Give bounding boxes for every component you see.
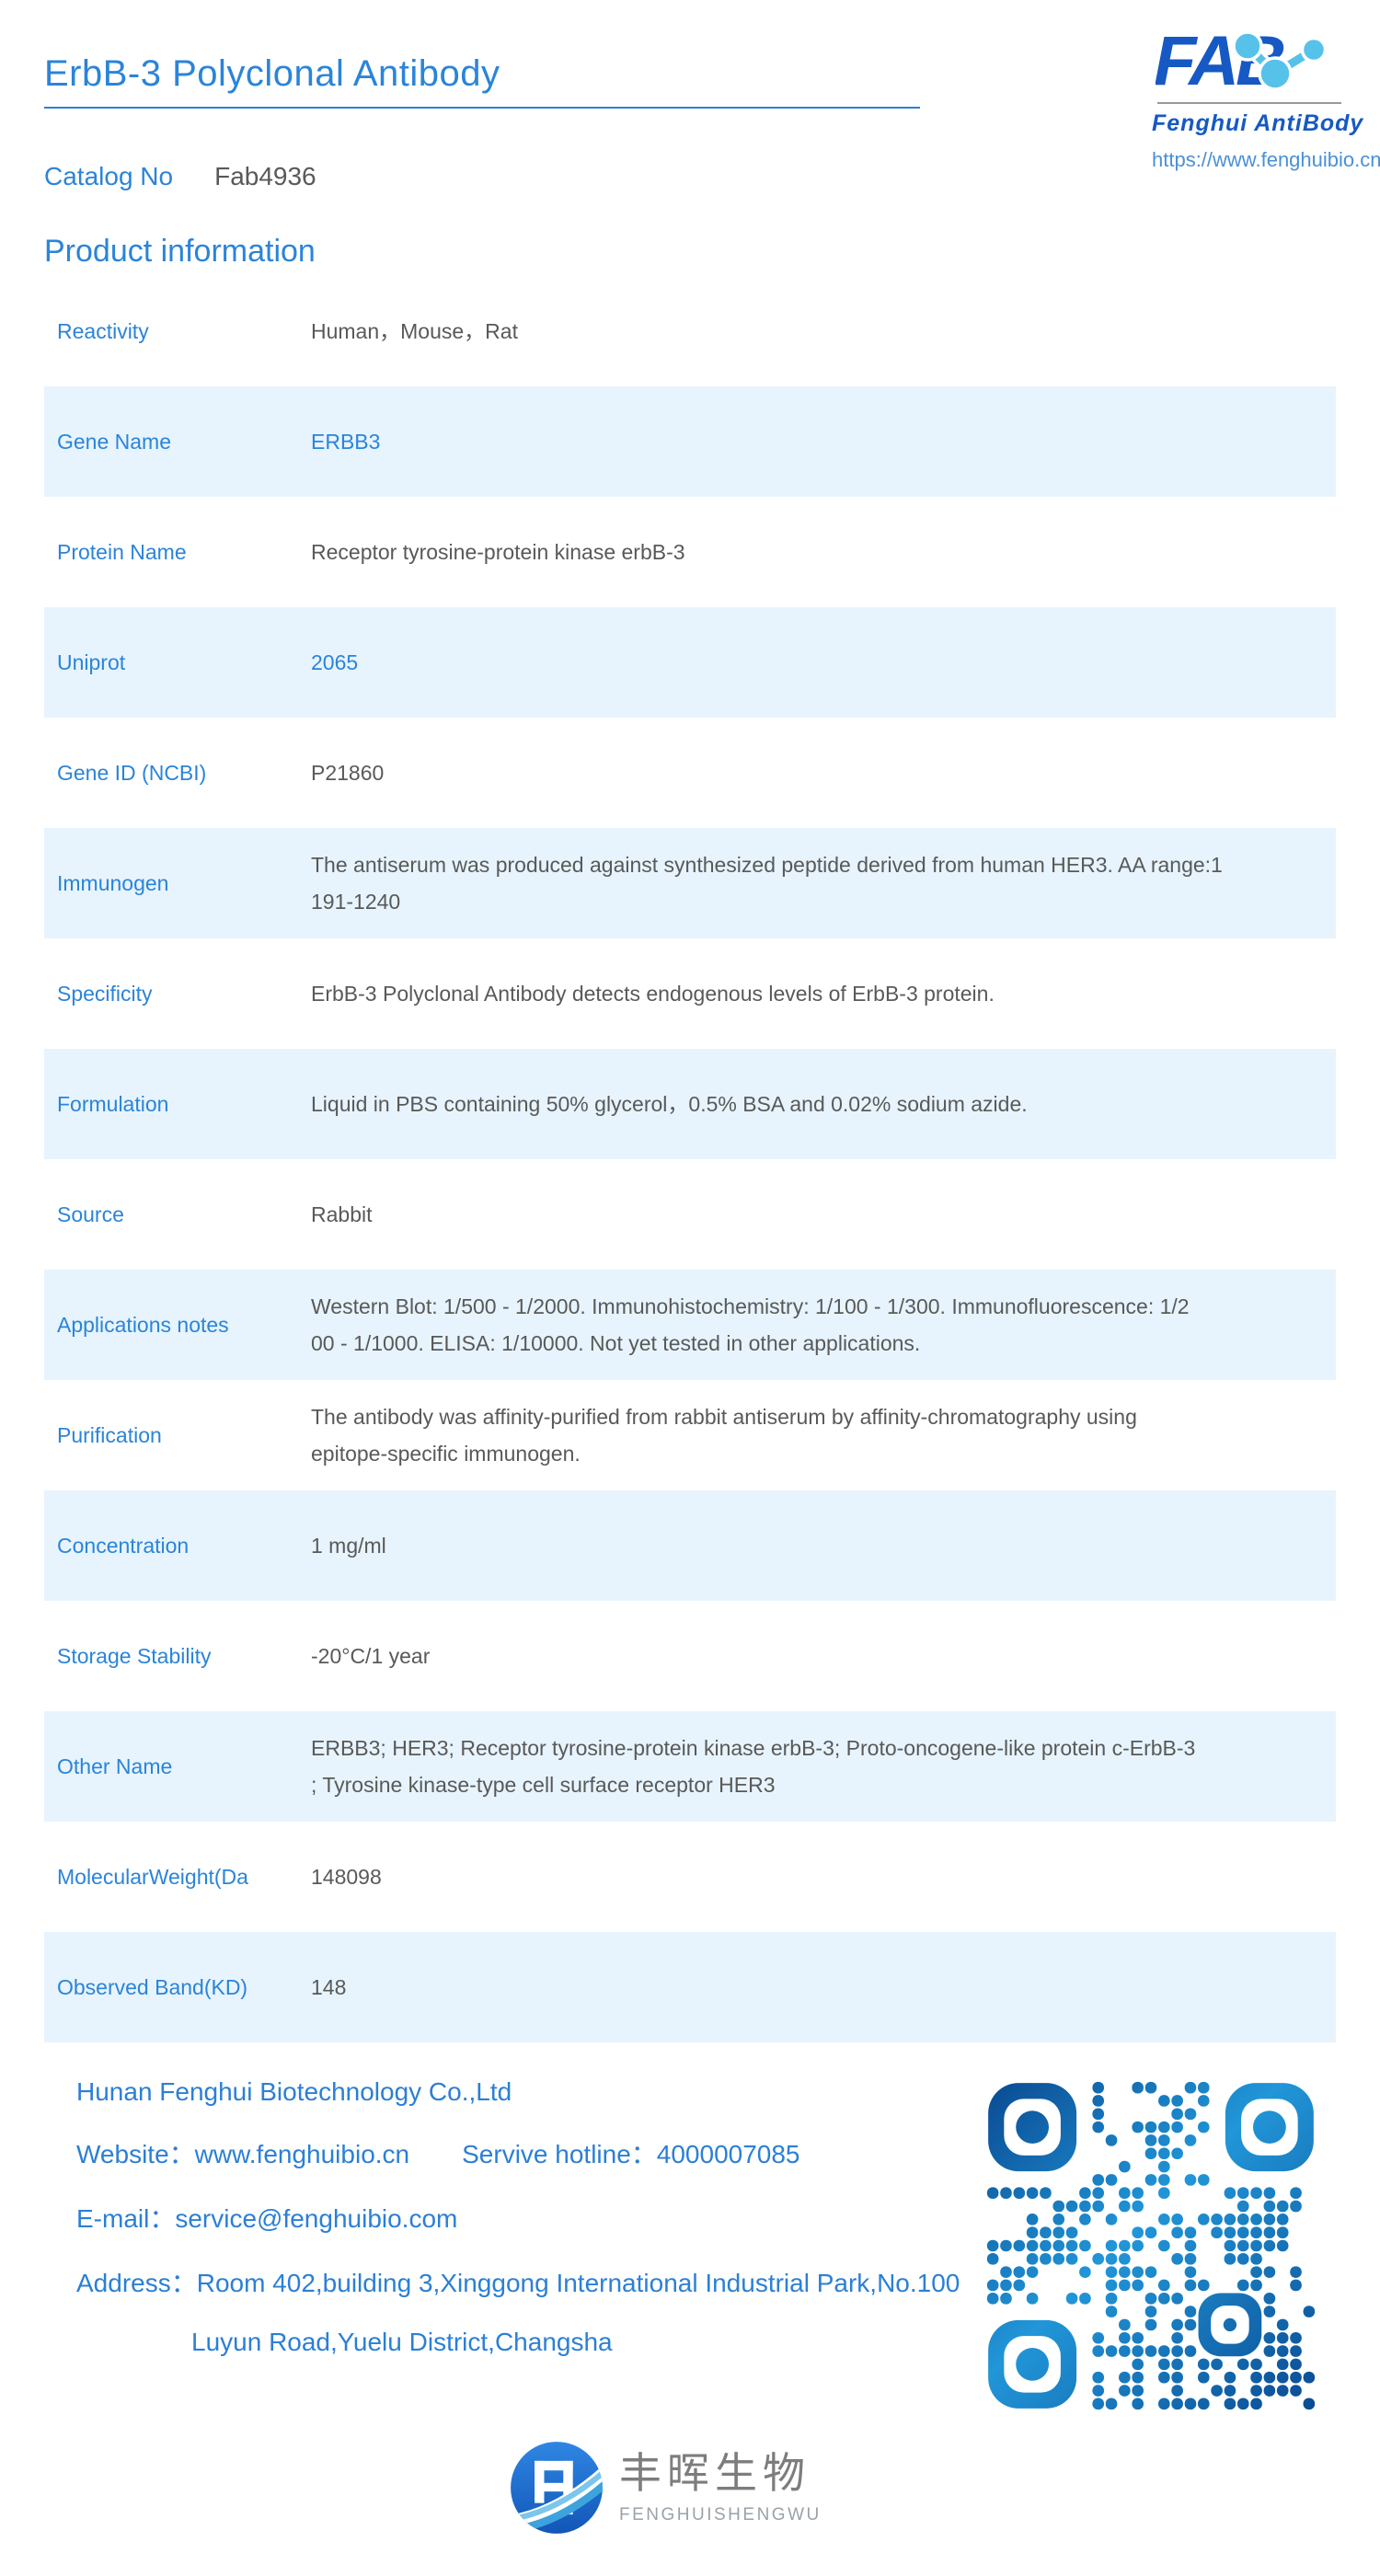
row-value: Western Blot: 1/500 - 1/2000. Immunohist… [311,1294,1190,1355]
row-value: Liquid in PBS containing 50% glycerol，0.… [311,1092,1028,1116]
table-row: Uniprot 2065 [44,607,1336,718]
table-row: Gene Name ERBB3 [44,386,1336,497]
qr-code-icon [986,2081,1316,2410]
table-row: Other Name ERBB3; HER3; Receptor tyrosine… [44,1711,1336,1822]
table-row: Formulation Liquid in PBS containing 50% … [44,1049,1336,1159]
row-label: Uniprot [57,650,126,674]
row-label: Storage Stability [57,1643,212,1668]
address-line-1: Address：Room 402,building 3,Xinggong Int… [76,2269,960,2297]
address-line-2: Luyun Road,Yuelu District,Changsha [191,2328,613,2356]
logo-subtitle: Fenghui AntiBody [1152,110,1364,136]
row-value: ERBB3; HER3; Receptor tyrosine-protein k… [311,1736,1196,1797]
catalog-row: Catalog No Fab4936 [44,162,316,191]
row-value: Rabbit [311,1202,373,1226]
row-value: The antibody was affinity-purified from … [311,1405,1137,1466]
table-row: MolecularWeight(Da 148098 [44,1822,1336,1932]
contact-block: Hunan Fenghui Biotechnology Co.,Ltd Webs… [76,2077,960,2385]
brand-names: 丰晖生物 FENGHUISHENGWU [619,2450,822,2526]
logo-divider [1157,102,1341,104]
row-label: Other Name [57,1754,173,1778]
company-name: Hunan Fenghui Biotechnology Co.,Ltd [76,2077,512,2106]
section-heading: Product information [44,234,316,279]
row-label: Source [57,1202,124,1226]
table-row: Immunogen The antiserum was produced agai… [44,828,1336,938]
row-label: Specificity [57,981,153,1006]
row-value-link[interactable]: 2065 [311,650,359,674]
row-label: Immunogen [57,870,169,895]
row-label: Reactivity [57,318,149,343]
row-value: Receptor tyrosine-protein kinase erbB-3 [311,540,685,564]
email-line[interactable]: E-mail：service@fenghuibio.com [76,2204,458,2233]
row-value: -20°C/1 year [311,1644,431,1668]
catalog-label: Catalog No [44,162,174,190]
row-label: Purification [57,1422,162,1447]
service-hotline: Servive hotline：4000007085 [462,2140,800,2168]
row-value: P21860 [311,761,385,785]
row-value: Human，Mouse，Rat [311,319,518,343]
brand-name-cn: 丰晖生物 [619,2448,811,2497]
table-row: Storage Stability -20°C/1 year [44,1601,1336,1711]
row-label: Concentration [57,1533,190,1558]
website-link[interactable]: Website：www.fenghuibio.cn [76,2140,410,2168]
row-value: ErbB-3 Polyclonal Antibody detects endog… [311,982,995,1006]
table-row: Observed Band(KD) 148 [44,1932,1336,2042]
catalog-number: Fab4936 [214,162,316,190]
row-label: Applications notes [57,1312,229,1337]
table-row: Purification The antibody was affinity-pu… [44,1380,1336,1490]
company-logo: FAB Fenghui AntiBody https://www.fenghui… [1152,22,1380,172]
website-hotline-line: Website：www.fenghuibio.cn Servive hotline… [76,2134,960,2171]
row-label: Protein Name [57,539,187,564]
row-value: 148098 [311,1865,382,1889]
row-value: 148 [311,1975,347,1999]
brand-footer: 丰晖生物 FENGHUISHENGWU [509,2440,822,2536]
row-label: Gene ID (NCBI) [57,760,207,785]
row-label: MolecularWeight(Da [57,1864,248,1889]
row-value-link[interactable]: ERBB3 [311,430,381,454]
row-label: Observed Band(KD) [57,1974,248,1999]
qr-code [986,2081,1316,2410]
row-label: Formulation [57,1091,169,1116]
fenghui-badge-icon [511,2442,603,2534]
table-row: Source Rabbit [44,1159,1336,1270]
company-url-link[interactable]: https://www.fenghuibio.cn [1152,148,1380,171]
page-title: ErbB-3 Polyclonal Antibody [44,53,500,94]
fab-logo-icon: FAB [1154,22,1328,100]
brand-name-en: FENGHUISHENGWU [619,2505,822,2525]
table-row: Applications notes Western Blot: 1/500 - … [44,1270,1336,1380]
table-row: Gene ID (NCBI) P21860 [44,718,1336,828]
row-value: The antiserum was produced against synth… [311,853,1223,914]
table-row: Specificity ErbB-3 Polyclonal Antibody de… [44,938,1336,1049]
product-table: Reactivity Human，Mouse，Rat Gene Name ERBB3 P… [44,276,1336,2042]
row-value: 1 mg/ml [311,1534,386,1558]
row-label: Gene Name [57,429,172,454]
table-row: Concentration 1 mg/ml [44,1490,1336,1601]
table-row: Reactivity Human，Mouse，Rat [44,276,1336,386]
table-row: Protein Name Receptor tyrosine-protein ki… [44,497,1336,607]
title-divider [44,107,920,109]
molecule-icon [1232,30,1328,91]
